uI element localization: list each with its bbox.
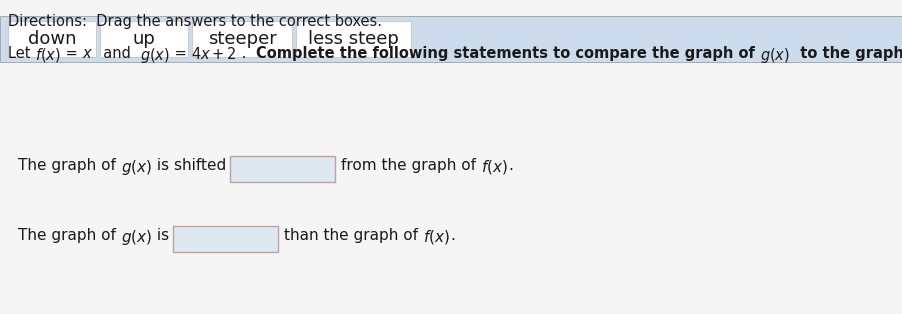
Text: is: is (152, 228, 169, 243)
Text: .: . (508, 158, 513, 173)
Bar (173, 226, 278, 252)
Text: Directions:  Drag the answers to the correct boxes.: Directions: Drag the answers to the corr… (8, 14, 382, 29)
Text: Let: Let (8, 46, 35, 61)
Bar (296, 21, 411, 57)
Text: and: and (94, 46, 140, 61)
Text: =: = (61, 46, 82, 61)
Text: $f(x)$: $f(x)$ (35, 46, 61, 64)
Text: less steep: less steep (308, 30, 399, 48)
Text: Complete the following statements to compare the graph of: Complete the following statements to com… (255, 46, 759, 61)
Text: from the graph of: from the graph of (341, 158, 481, 173)
Text: steeper: steeper (207, 30, 276, 48)
Text: $f(x)$: $f(x)$ (481, 158, 508, 176)
Bar (192, 21, 292, 57)
Text: $g(x)$: $g(x)$ (759, 46, 789, 65)
Text: $x$: $x$ (82, 46, 94, 61)
Text: than the graph of: than the graph of (284, 228, 423, 243)
Text: The graph of: The graph of (18, 158, 121, 173)
Text: The graph of: The graph of (18, 228, 121, 243)
Bar (230, 156, 336, 182)
Text: $f(x)$: $f(x)$ (423, 228, 450, 246)
Text: is shifted: is shifted (152, 158, 226, 173)
Bar (100, 21, 188, 57)
Text: down: down (28, 30, 77, 48)
Text: up: up (133, 30, 155, 48)
Text: to the graph of: to the graph of (789, 46, 902, 61)
Text: $g(x)$: $g(x)$ (140, 46, 170, 65)
Text: .: . (237, 46, 255, 61)
Text: =: = (170, 46, 191, 61)
Bar (8, 21, 96, 57)
Text: $g(x)$: $g(x)$ (121, 228, 152, 247)
Bar (0, 16, 902, 62)
Text: $4x + 2$: $4x + 2$ (191, 46, 237, 62)
Text: .: . (450, 228, 455, 243)
Text: $g(x)$: $g(x)$ (121, 158, 152, 177)
